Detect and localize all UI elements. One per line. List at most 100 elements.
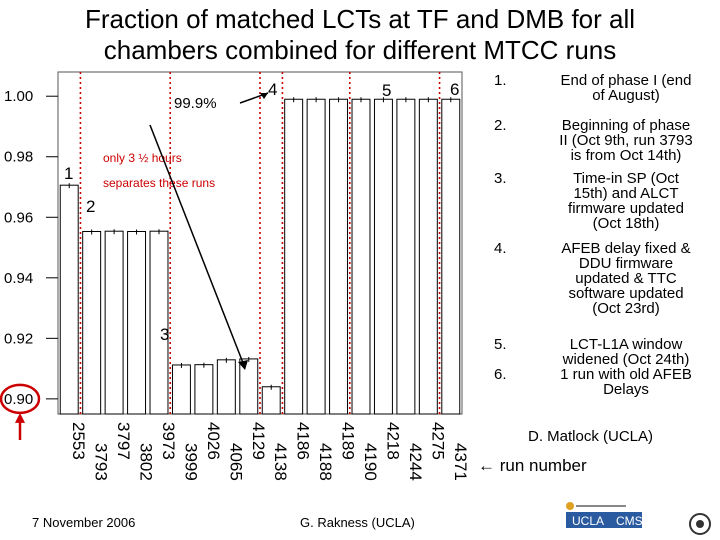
- note-item: 3. Time-in SP (Oct 15th) and ALCT firmwa…: [488, 171, 720, 241]
- title-line-2: chambers combined for different MTCC run…: [103, 35, 617, 65]
- y-tick-label: 0.92: [4, 330, 33, 347]
- footer-author: G. Rakness (UCLA): [300, 515, 415, 530]
- x-tick-label: 3793: [92, 443, 111, 481]
- x-tick-label: 4186: [294, 422, 313, 460]
- notes-list: 1. End of phase I (end of August) 2. Beg…: [488, 73, 720, 397]
- x-tick-label: 4218: [383, 422, 402, 460]
- x-tick-label: 3973: [159, 422, 178, 460]
- bar: [127, 230, 147, 415]
- x-tick-label: 4371: [451, 443, 470, 481]
- hours-arrow: [149, 124, 246, 369]
- bar: [441, 98, 461, 415]
- x-tick-label: 3797: [114, 422, 133, 460]
- bar: [82, 230, 102, 415]
- note-line: updated & TTC: [575, 270, 677, 287]
- x-tick-label: 2553: [69, 422, 88, 460]
- x-tick-label: 4129: [249, 422, 268, 460]
- phase-marker: 5: [382, 81, 391, 100]
- y-tick-label: 0.94: [4, 270, 33, 287]
- note-item: 2. Beginning of phase II (Oct 9th, run 3…: [488, 118, 720, 171]
- phase-marker: 6: [450, 80, 459, 99]
- bar: [171, 364, 191, 415]
- bar: [239, 358, 259, 415]
- x-tick-label: 4190: [361, 443, 380, 481]
- note-item: 1. End of phase I (end of August): [488, 73, 720, 118]
- bar: [194, 364, 214, 415]
- x-tick-label: 4065: [226, 443, 245, 481]
- percent-arrowhead: [260, 93, 268, 99]
- hours-arrowhead: [238, 360, 248, 370]
- hours-note-line1: only 3 ½ hours: [103, 151, 182, 165]
- run-number-text: run number: [499, 456, 587, 475]
- ucla-cms-logo: UCLA CMS: [566, 502, 711, 535]
- y-tick-label: 0.90: [4, 391, 33, 408]
- bar: [216, 359, 236, 415]
- bar: [396, 98, 416, 415]
- bar: [306, 98, 326, 415]
- y-tick-label: 0.96: [4, 209, 33, 226]
- note-number: 3.: [494, 170, 507, 187]
- title-line-1: Fraction of matched LCTs at TF and DMB f…: [84, 4, 636, 34]
- x-tick-label: 3999: [181, 443, 200, 481]
- hours-note-line2: separates these runs: [103, 176, 215, 190]
- highlight-arrowhead: [15, 412, 25, 423]
- note-item: 6. 1 run with old AFEB Delays: [488, 367, 720, 397]
- logo-dot: [566, 502, 574, 510]
- logo-text-ucla: UCLA: [572, 514, 604, 528]
- note-line: software updated: [568, 285, 684, 302]
- footer-date: 7 November 2006: [32, 515, 136, 530]
- note-line: 15th) and ALCT: [573, 185, 679, 202]
- x-tick-label: 4275: [428, 422, 447, 460]
- note-line: II (Oct 9th, run 3793: [559, 132, 693, 149]
- note-line: Beginning of phase: [561, 117, 691, 134]
- note-line: DDU firmware: [578, 255, 674, 272]
- note-line: firmware updated: [568, 200, 684, 217]
- x-tick-label: 4244: [406, 443, 425, 481]
- bar: [261, 386, 281, 415]
- note-line: (Oct 18th): [592, 215, 660, 232]
- bar: [59, 184, 79, 415]
- phase-marker: 4: [268, 80, 277, 99]
- note-item: 5. LCT-L1A window widened (Oct 24th): [488, 337, 720, 367]
- logo-bar: [566, 512, 642, 528]
- note-number: 5.: [494, 336, 507, 353]
- bar: [418, 98, 438, 415]
- percent-label: 99.9%: [174, 95, 217, 112]
- bar: [351, 98, 371, 415]
- note-line: Time-in SP (Oct: [573, 170, 679, 187]
- y-tick-label: 1.00: [4, 88, 33, 105]
- note-number: 2.: [494, 117, 507, 134]
- x-tick-label: 4026: [204, 422, 223, 460]
- phase-marker: 1: [64, 164, 73, 183]
- bar: [149, 230, 169, 415]
- y-tick-label: 0.98: [4, 149, 33, 166]
- note-line: is from Oct 14th): [570, 147, 682, 164]
- x-tick-label: 4188: [316, 443, 335, 481]
- note-line: LCT-L1A window: [569, 336, 683, 353]
- phase-marker: 2: [86, 197, 95, 216]
- note-item: 4. AFEB delay fixed & DDU firmware updat…: [488, 241, 720, 337]
- cms-emblem-core: [696, 520, 704, 528]
- note-line: 1 run with old AFEB: [560, 366, 692, 383]
- note-line: widened (Oct 24th): [562, 351, 690, 368]
- bar: [104, 230, 124, 415]
- note-line: End of phase I (end: [560, 72, 692, 89]
- x-tick-label: 3802: [137, 443, 156, 481]
- note-number: 6.: [494, 366, 507, 383]
- note-line: of August): [592, 87, 660, 104]
- credit-right: D. Matlock (UCLA): [528, 428, 654, 445]
- phase-marker: 3: [160, 325, 169, 344]
- bar: [329, 98, 349, 415]
- note-number: 4.: [494, 240, 507, 257]
- slide-title: Fraction of matched LCTs at TF and DMB f…: [0, 4, 720, 66]
- bar: [373, 98, 393, 415]
- logo-text-cms: CMS: [616, 514, 643, 528]
- note-line: (Oct 23rd): [592, 300, 660, 317]
- bar: [284, 98, 304, 415]
- x-tick-label: 4138: [271, 443, 290, 481]
- x-tick-label: 4189: [339, 422, 358, 460]
- run-number-label: ← run number: [478, 456, 587, 475]
- note-line: AFEB delay fixed &: [561, 240, 691, 257]
- note-line: Delays: [603, 381, 649, 398]
